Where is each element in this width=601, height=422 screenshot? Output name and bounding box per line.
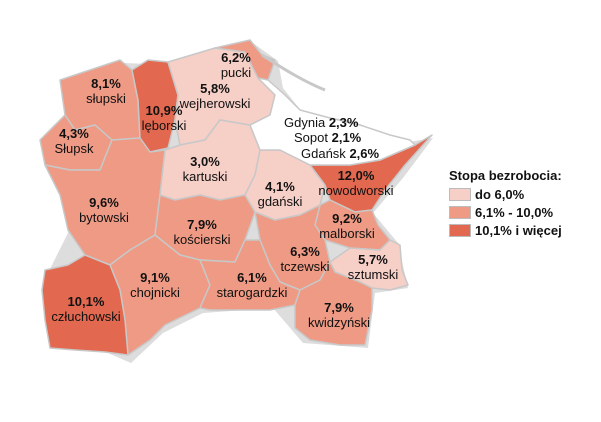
label-wejherowski: 5,8% wejherowski xyxy=(179,81,251,112)
label-czluchowski: 10,1% człuchowski xyxy=(51,294,121,325)
label-starogardzki: 6,1% starogardzki xyxy=(216,270,288,301)
legend-item-high: 10,1% i więcej xyxy=(449,221,562,239)
hel-peninsula xyxy=(261,53,326,92)
district-kwidzynski-area[interactable] xyxy=(294,261,373,346)
label-gdynia: Gdynia 2,3% xyxy=(284,115,359,130)
legend-swatch-low xyxy=(449,187,471,201)
legend-title: Stopa bezrobocia: xyxy=(449,168,562,183)
label-chojnicki: 9,1% chojnicki xyxy=(130,270,180,301)
tricity-area[interactable] xyxy=(249,77,416,166)
legend-swatch-mid xyxy=(449,205,471,219)
legend-swatch-high xyxy=(449,223,471,237)
label-leborski: 10,9% lęborski xyxy=(141,103,187,134)
label-kartuski: 3,0% kartuski xyxy=(182,154,228,185)
label-nowodworski: 12,0% nowodworski xyxy=(318,168,394,199)
map-legend: Stopa bezrobocia: do 6,0% 6,1% - 10,0% 1… xyxy=(449,168,562,239)
label-slupsk: 4,3% Słupsk xyxy=(54,126,94,157)
label-sopot: Sopot 2,1% xyxy=(294,130,362,145)
legend-item-mid: 6,1% - 10,0% xyxy=(449,203,562,221)
label-malborski: 9,2% malborski xyxy=(319,211,375,242)
label-pucki: 6,2% pucki xyxy=(220,50,252,81)
district-leborski-area[interactable] xyxy=(131,59,179,153)
label-koscierski: 7,9% kościerski xyxy=(173,217,231,248)
legend-item-low: do 6,0% xyxy=(449,185,562,203)
label-tczewski: 6,3% tczewski xyxy=(280,244,330,275)
label-kwidzynski: 7,9% kwidzyński xyxy=(307,300,371,331)
label-bytowski: 9,6% bytowski xyxy=(79,195,129,226)
district-pucki-area[interactable] xyxy=(214,39,276,81)
label-gdansk: Gdańsk 2,6% xyxy=(301,146,380,161)
label-sztumski: 5,7% sztumski xyxy=(347,252,399,283)
label-gdanski: 4,1% gdański xyxy=(257,179,303,210)
label-slupski: 8,1% słupski xyxy=(86,76,126,107)
district-czluchowski-area[interactable] xyxy=(41,254,129,356)
